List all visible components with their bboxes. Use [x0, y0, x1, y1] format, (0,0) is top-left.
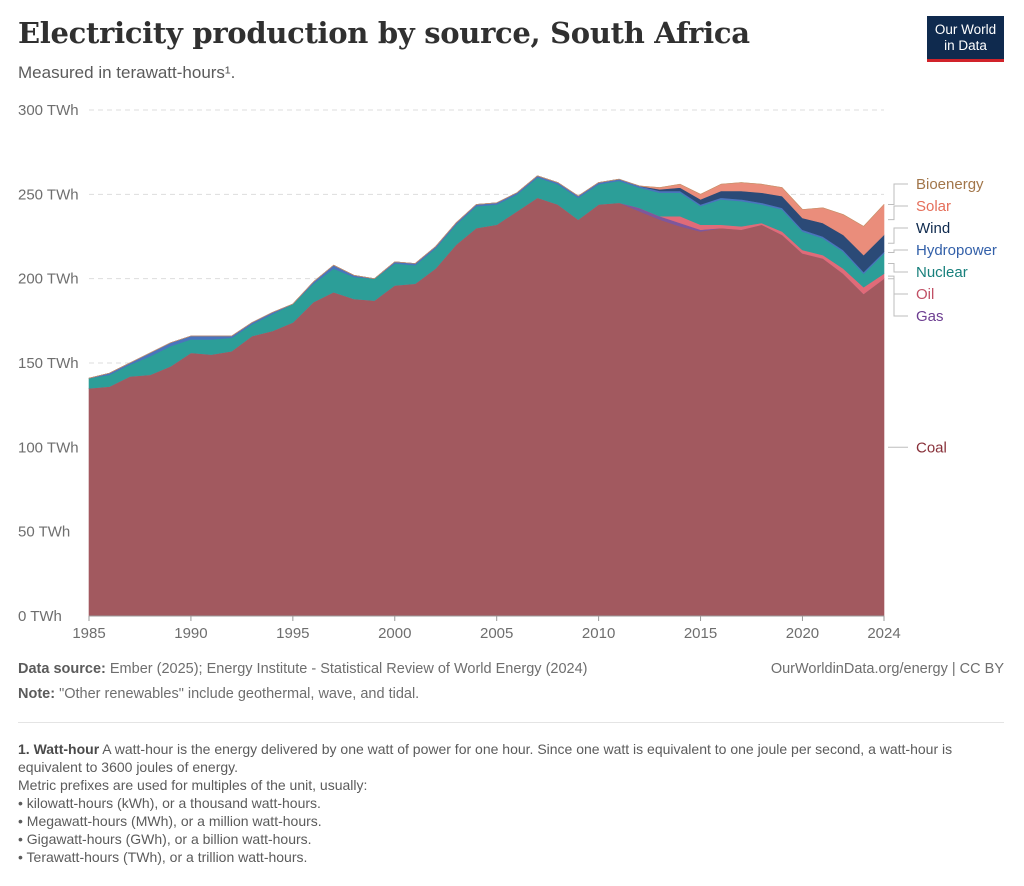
owid-logo[interactable]: Our World in Data	[927, 16, 1004, 62]
legend-label-oil[interactable]: Oil	[916, 286, 934, 303]
data-source-text[interactable]: Ember (2025); Energy Institute - Statist…	[109, 661, 588, 677]
y-tick-label: 150 TWh	[18, 355, 79, 372]
legend-connector	[888, 278, 908, 317]
legend-label-wind[interactable]: Wind	[916, 220, 950, 237]
footnote-prefix-item: • Megawatt-hours (MWh), or a million wat…	[18, 813, 322, 829]
logo-line-2: in Data	[944, 38, 987, 53]
footnote-definition: 1. Watt-hour A watt-hour is the energy d…	[18, 740, 968, 776]
note-label: Note:	[18, 686, 56, 702]
chart-title: Electricity production by source, South …	[18, 16, 750, 50]
x-tick-label: 1990	[174, 625, 207, 642]
footnote-prefix-item: • Gigawatt-hours (GWh), or a billion wat…	[18, 831, 312, 847]
logo-line-1: Our World	[934, 22, 997, 37]
x-tick-label: 2024	[867, 625, 900, 642]
legend-label-bioenergy[interactable]: Bioenergy	[916, 176, 984, 193]
footnote-definition-text: A watt-hour is the energy delivered by o…	[18, 741, 953, 775]
legend-connector	[888, 227, 908, 244]
axes: 0 TWh 50 TWh 100 TWh 150 TWh 200 TWh 250 TWh 3…	[18, 102, 901, 642]
x-tick-label: 2005	[480, 625, 513, 642]
legend-connector	[888, 183, 908, 205]
legend-connector	[888, 263, 908, 273]
footnote-number: 1.	[18, 741, 30, 757]
chart-note: Note: "Other renewables" include geother…	[18, 686, 419, 702]
area-bioenergy[interactable]	[88, 175, 885, 379]
x-tick-label: 2000	[378, 625, 411, 642]
footnote-prefix-intro: Metric prefixes are used for multiples o…	[18, 777, 368, 793]
y-tick-label: 200 TWh	[18, 271, 79, 288]
legend[interactable]: Bioenergy Solar Wind Hydropower Nuclear Oil Ga…	[888, 176, 997, 456]
stacked-areas	[88, 175, 885, 617]
x-tick-label: 1995	[276, 625, 309, 642]
footer-divider	[18, 722, 1004, 723]
note-text: "Other renewables" include geothermal, w…	[59, 686, 420, 702]
x-tick-label: 2010	[582, 625, 615, 642]
x-tick-label: 2020	[786, 625, 819, 642]
legend-connector	[888, 249, 908, 253]
footnote-prefix-item: • kilowatt-hours (kWh), or a thousand wa…	[18, 795, 321, 811]
footnote-term: Watt-hour	[33, 741, 100, 757]
x-tick-label: 1985	[72, 625, 105, 642]
y-tick-label: 300 TWh	[18, 102, 79, 119]
data-source: Data source: Ember (2025); Energy Instit…	[18, 661, 588, 677]
legend-label-nuclear[interactable]: Nuclear	[916, 264, 968, 281]
data-source-label: Data source:	[18, 661, 106, 677]
x-tick-label: 2015	[684, 625, 717, 642]
legend-connector	[888, 205, 908, 221]
legend-label-hydropower[interactable]: Hydropower	[916, 242, 997, 259]
area-coal[interactable]	[88, 197, 885, 617]
footnote-prefix-item: • Terawatt-hours (TWh), or a trillion wa…	[18, 849, 308, 865]
y-tick-label: 0 TWh	[18, 608, 62, 625]
footnote: 1. Watt-hour A watt-hour is the energy d…	[18, 740, 968, 866]
y-tick-label: 250 TWh	[18, 186, 79, 203]
legend-label-solar[interactable]: Solar	[916, 198, 951, 215]
area-chart: 0 TWh 50 TWh 100 TWh 150 TWh 200 TWh 250 TWh 3…	[18, 102, 997, 642]
legend-label-coal[interactable]: Coal	[916, 439, 947, 456]
y-tick-label: 50 TWh	[18, 524, 70, 541]
credit-link[interactable]: OurWorldinData.org/energy | CC BY	[770, 661, 1004, 677]
chart-subtitle: Measured in terawatt-hours¹.	[18, 63, 236, 82]
y-tick-label: 100 TWh	[18, 439, 79, 456]
legend-label-gas[interactable]: Gas	[916, 308, 944, 325]
